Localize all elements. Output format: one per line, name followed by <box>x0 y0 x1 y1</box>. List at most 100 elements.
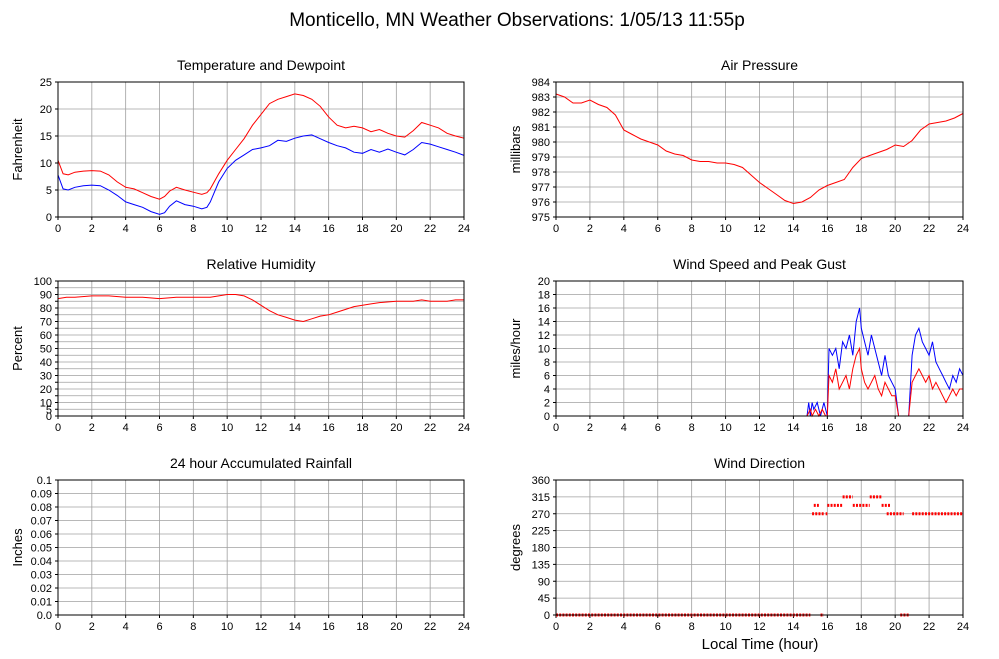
pressure-xtick-label: 10 <box>719 223 731 235</box>
wind-ytick-label: 16 <box>538 303 550 315</box>
rainfall-ytick-label: 0.06 <box>31 529 52 541</box>
rainfall-xtick-label: 8 <box>190 621 196 633</box>
wind-title: Wind Speed and Peak Gust <box>673 256 846 272</box>
pressure-ytick-label: 981 <box>532 122 550 134</box>
humidity-xtick-label: 20 <box>390 422 402 434</box>
rainfall-ytick-label: 0.09 <box>31 489 52 501</box>
pressure-xtick-label: 20 <box>889 223 901 235</box>
temperature-xtick-label: 8 <box>190 223 196 235</box>
pressure-ytick-label: 984 <box>532 77 550 89</box>
humidity-xtick-label: 4 <box>123 422 129 434</box>
humidity-ytick-label: 50 <box>40 344 52 356</box>
wind-ytick-label: 0 <box>544 411 550 423</box>
rainfall-ytick-label: 0.04 <box>31 556 52 568</box>
humidity-ytick-label: 40 <box>40 357 52 369</box>
pressure-ytick-label: 982 <box>532 107 550 119</box>
wind-xtick-label: 16 <box>821 422 833 434</box>
wind-xtick-label: 6 <box>655 422 661 434</box>
rainfall-ytick-label: 0.07 <box>31 516 52 528</box>
humidity-ytick-label: 90 <box>40 290 52 302</box>
rainfall-xtick-label: 2 <box>89 621 95 633</box>
rainfall-xtick-label: 18 <box>356 621 368 633</box>
direction-ylabel: degrees <box>508 524 523 571</box>
wind-xtick-label: 4 <box>621 422 627 434</box>
direction-ytick-label: 135 <box>532 559 550 571</box>
humidity-ytick-label: 5 <box>46 404 52 416</box>
humidity-xtick-label: 18 <box>356 422 368 434</box>
rainfall-ytick-label: 0.0 <box>37 610 52 622</box>
rainfall-plot-frame <box>57 479 465 616</box>
humidity-xtick-label: 24 <box>458 422 470 434</box>
rainfall-xtick-label: 0 <box>55 621 61 633</box>
pressure-series-0 <box>555 93 964 205</box>
wind-ytick-label: 10 <box>538 344 550 356</box>
wind-xtick-label: 18 <box>855 422 867 434</box>
wind-xtick-label: 20 <box>889 422 901 434</box>
temperature-ylabel: Fahrenheit <box>10 118 25 181</box>
direction-xtick-label: 8 <box>689 621 695 633</box>
direction-ytick-label: 0 <box>544 610 550 622</box>
humidity-ytick-label: 100 <box>34 276 52 288</box>
pressure-xtick-label: 12 <box>753 223 765 235</box>
humidity-ylabel: Percent <box>10 326 25 371</box>
temperature-ytick-label: 15 <box>40 131 52 143</box>
temperature-xtick-label: 24 <box>458 223 470 235</box>
pressure-xtick-label: 22 <box>923 223 935 235</box>
rainfall-xtick-label: 24 <box>458 621 470 633</box>
humidity-ytick-label: 80 <box>40 303 52 315</box>
rainfall-xtick-label: 4 <box>123 621 129 633</box>
wind-xtick-label: 8 <box>689 422 695 434</box>
humidity-plot-frame <box>57 280 465 417</box>
rainfall-ylabel: Inches <box>10 528 25 567</box>
temperature-plot-frame <box>57 81 465 218</box>
humidity-ytick-label: 30 <box>40 371 52 383</box>
pressure-xtick-label: 4 <box>621 223 627 235</box>
wind-xtick-label: 22 <box>923 422 935 434</box>
rainfall-ytick-label: 0.05 <box>31 543 52 555</box>
rainfall-xtick-label: 22 <box>424 621 436 633</box>
rainfall-title: 24 hour Accumulated Rainfall <box>170 455 352 471</box>
rainfall-ytick-label: 0.02 <box>31 583 52 595</box>
direction-xtick-label: 4 <box>621 621 627 633</box>
temperature-xtick-label: 10 <box>221 223 233 235</box>
pressure-xtick-label: 2 <box>587 223 593 235</box>
rainfall-xtick-label: 12 <box>255 621 267 633</box>
temperature-xtick-label: 4 <box>123 223 129 235</box>
humidity-xtick-label: 22 <box>424 422 436 434</box>
direction-title: Wind Direction <box>714 455 805 471</box>
temperature-xtick-label: 14 <box>289 223 301 235</box>
direction-xtick-label: 24 <box>957 621 969 633</box>
x-axis-label: Local Time (hour) <box>702 636 819 653</box>
wind-ytick-label: 6 <box>544 371 550 383</box>
temperature-series-1 <box>57 134 465 215</box>
wind-series-0 <box>556 307 964 417</box>
direction-ytick-label: 360 <box>532 475 550 487</box>
page-title: Monticello, MN Weather Observations: 1/0… <box>289 10 745 31</box>
direction-xtick-label: 6 <box>655 621 661 633</box>
wind-ytick-label: 2 <box>544 398 550 410</box>
temperature-ytick-label: 5 <box>46 185 52 197</box>
direction-ytick-label: 90 <box>538 576 550 588</box>
rainfall-xtick-label: 10 <box>221 621 233 633</box>
pressure-ytick-label: 980 <box>532 137 550 149</box>
rainfall-ytick-label: 0.01 <box>31 597 52 609</box>
wind-ytick-label: 12 <box>538 330 550 342</box>
temperature-ytick-label: 10 <box>40 158 52 170</box>
pressure-ytick-label: 976 <box>532 197 550 209</box>
rainfall-xtick-label: 20 <box>390 621 402 633</box>
pressure-xtick-label: 24 <box>957 223 969 235</box>
direction-ytick-label: 45 <box>538 593 550 605</box>
rainfall-ytick-label: 0.03 <box>31 570 52 582</box>
rainfall-ytick-label: 0.08 <box>31 502 52 514</box>
direction-ytick-label: 180 <box>532 543 550 555</box>
pressure-xtick-label: 6 <box>655 223 661 235</box>
humidity-xtick-label: 0 <box>55 422 61 434</box>
temperature-xtick-label: 2 <box>89 223 95 235</box>
rainfall-xtick-label: 14 <box>289 621 301 633</box>
direction-xtick-label: 18 <box>855 621 867 633</box>
direction-xtick-label: 22 <box>923 621 935 633</box>
